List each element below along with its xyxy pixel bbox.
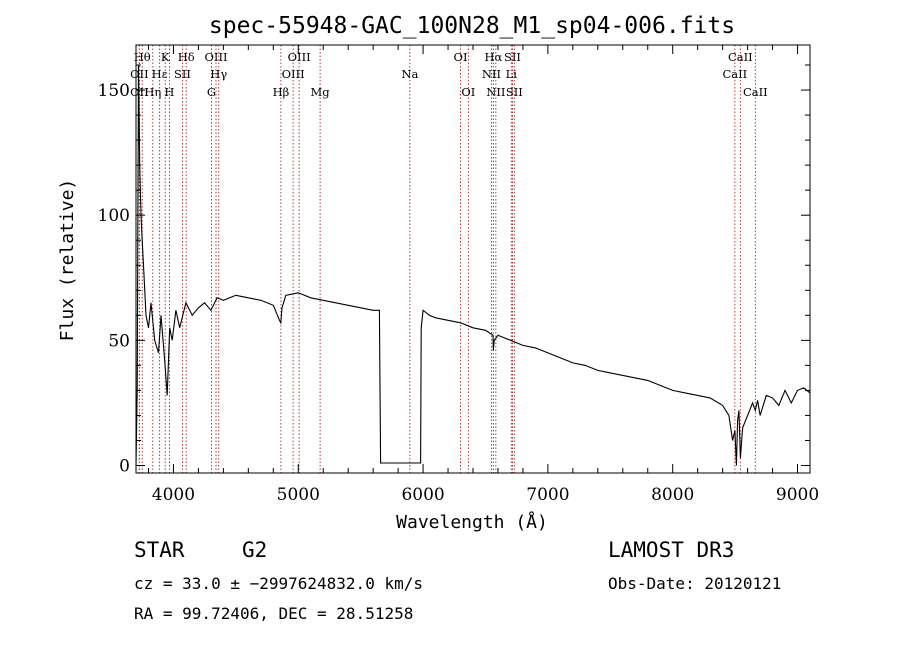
line-label-21: NII (486, 85, 505, 99)
line-label-16: Na (401, 67, 418, 81)
object-subclass: G2 (242, 538, 268, 562)
spectral-line-labels: OIIOIIHθHηHεKHSIIHδGOIIIHγHβOIIIOIIIMgNa… (130, 50, 768, 99)
x-tick-label-1: 5000 (277, 485, 320, 505)
line-label-18: OI (461, 85, 475, 99)
line-label-13: OIII (282, 67, 305, 81)
x-axis-label: Wavelength (Å) (396, 511, 548, 533)
x-axis-ticks: 4000 5000 6000 7000 8000 9000 (147, 45, 819, 505)
y-tick-label-3: 150 (98, 81, 130, 101)
line-label-12: Hβ (273, 85, 290, 99)
x-tick-label-5: 9000 (776, 485, 819, 505)
y-axis-ticks: 0 50 100 150 (98, 64, 810, 476)
y-axis-label: Flux (relative) (57, 179, 78, 342)
coordinates: RA = 99.72406, DEC = 28.51258 (134, 604, 414, 623)
line-label-6: H (164, 85, 174, 99)
line-label-20: Hα (484, 50, 502, 64)
line-label-25: CaII (722, 67, 747, 81)
line-label-8: Hδ (178, 50, 195, 64)
line-label-9: G (207, 85, 216, 99)
y-tick-label-0: 0 (119, 456, 130, 476)
line-label-17: OI (454, 50, 468, 64)
line-label-2: Hθ (134, 50, 151, 64)
line-label-26: CaII (728, 50, 753, 64)
redshift-info: cz = 33.0 ± −2997624832.0 km/s (134, 574, 423, 593)
line-label-14: OIII (288, 50, 311, 64)
line-label-15: Mg (311, 85, 331, 99)
line-label-11: Hγ (210, 67, 227, 81)
line-label-3: Hη (144, 85, 161, 99)
x-tick-label-2: 6000 (401, 485, 444, 505)
x-tick-label-0: 4000 (152, 485, 195, 505)
x-tick-label-4: 8000 (651, 485, 694, 505)
x-tick-label-3: 7000 (526, 485, 569, 505)
plot-frame (135, 44, 811, 474)
line-label-10: OIII (204, 50, 227, 64)
line-label-4: Hε (152, 67, 168, 81)
object-class: STAR (134, 538, 185, 562)
spectrum-line (135, 64, 811, 466)
observation-date: Obs-Date: 20120121 (608, 574, 782, 593)
line-label-27: CaII (743, 85, 768, 99)
line-label-23: SII (504, 50, 521, 64)
y-tick-label-1: 50 (108, 331, 130, 351)
line-label-0: OII (130, 67, 149, 81)
line-label-19: NII (482, 67, 501, 81)
line-label-24: SII (506, 85, 523, 99)
y-tick-label-2: 100 (98, 206, 130, 226)
spectral-line-markers (138, 45, 756, 473)
survey-name: LAMOST DR3 (608, 538, 735, 562)
line-label-22: Li (506, 67, 518, 81)
line-label-5: K (161, 50, 170, 64)
chart-title: spec-55948-GAC_100N28_M1_sp04-006.fits (209, 13, 735, 39)
line-label-7: SII (174, 67, 191, 81)
